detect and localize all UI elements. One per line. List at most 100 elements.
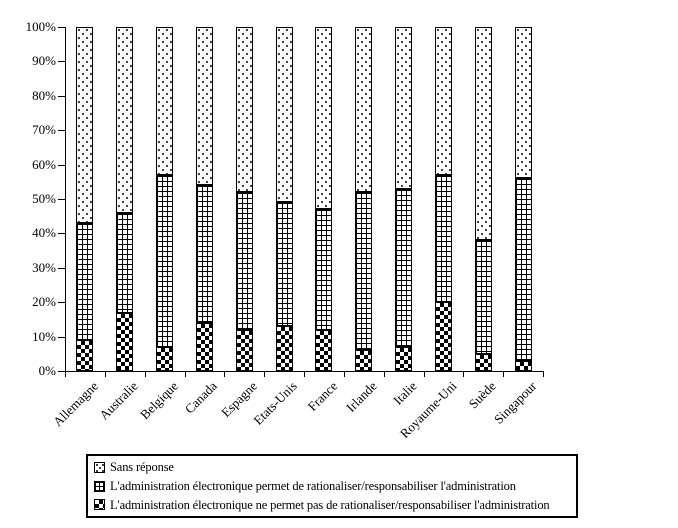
bar-segment-checker [395,346,413,371]
legend-item: L'administration électronique permet de … [88,477,576,496]
bar-segment-dots [395,27,413,189]
bar-segment-dots [514,27,532,179]
bar-segment-dots [195,27,213,186]
bar-irlande [355,27,373,371]
y-axis-tick-label: 0% [38,363,56,378]
legend-swatch-checker-icon [94,499,105,511]
y-axis-tick [58,165,65,166]
bar-segment-checker [195,322,213,371]
legend-item: L'administration électronique ne permet … [88,495,576,514]
x-axis-tick [105,372,106,377]
bar-segment-dots [474,27,492,241]
x-axis-category-label: France [304,378,340,414]
bar-segment-checker [235,329,253,371]
x-axis-tick [224,372,225,377]
legend-item-label: L'administration électronique permet de … [110,479,516,493]
x-axis-tick [304,372,305,377]
legend-swatch-dots-icon [94,461,105,473]
y-axis-tick [58,27,65,28]
bar-segment-grid [76,223,94,341]
x-axis-tick [543,372,544,377]
bar-segment-dots [315,27,333,210]
x-axis-category-label: Singapour [490,378,539,427]
bar-segment-grid [315,209,333,330]
bar-royaume-uni [434,27,452,371]
x-axis-tick [344,372,345,377]
y-axis-tick [58,61,65,62]
bar-segment-checker [156,346,174,371]
bar-segment-dots [275,27,293,203]
y-axis-tick-label: 60% [32,157,56,172]
bar-segment-grid [395,188,413,347]
y-axis-tick [58,302,65,303]
bar-canada [195,27,213,371]
bar-segment-grid [195,185,213,323]
bar-espagne [235,27,253,371]
bar-segment-dots [116,27,134,213]
x-axis-tick [424,372,425,377]
x-axis-category-label: Allemagne [49,378,101,430]
bar-singapour [514,27,532,371]
bar-segment-grid [474,240,492,354]
bar-segment-checker [275,326,293,371]
x-axis-category-label: Italie [389,378,420,408]
legend-item: Sans réponse [88,458,576,477]
y-axis-tick-label: 90% [32,53,56,68]
y-axis-tick [58,233,65,234]
bar-etats-unis [275,27,293,371]
x-axis-tick [503,372,504,377]
x-axis-category-label: Canada [182,378,221,417]
bar-allemagne [76,27,94,371]
y-axis-tick-label: 70% [32,122,56,137]
x-axis-category-label: Suède [466,378,500,412]
x-axis-category-label: Belgique [136,378,181,423]
bar-segment-grid [355,192,373,351]
y-axis-tick [58,371,65,372]
y-axis-tick-label: 10% [32,329,56,344]
x-axis-tick [145,372,146,377]
legend-item-label: L'administration électronique ne permet … [110,497,550,512]
bar-segment-checker [514,360,532,371]
bar-segment-grid [275,202,293,327]
bar-segment-grid [156,174,174,347]
bar-segment-checker [116,312,134,371]
legend-swatch-grid-icon [94,480,105,492]
y-axis-tick [58,199,65,200]
bar-segment-checker [76,340,94,371]
bar-segment-grid [434,174,452,303]
bar-segment-checker [315,329,333,371]
bar-segment-checker [434,302,452,371]
x-axis-tick [264,372,265,377]
y-axis-tick [58,337,65,338]
x-axis-category-label: Etats-Unis [250,378,300,428]
bar-segment-dots [355,27,373,193]
legend: Sans réponse L'administration électroniqu… [86,454,578,518]
bar-segment-dots [76,27,94,224]
bar-segment-dots [156,27,174,175]
bar-segment-grid [514,178,532,361]
x-axis-line [65,371,544,372]
x-axis-category-label: Irlande [343,378,380,415]
bar-segment-grid [116,212,134,313]
bar-segment-checker [474,353,492,371]
y-axis-tick-label: 80% [32,88,56,103]
y-axis-tick-label: 30% [32,260,56,275]
x-axis-tick [384,372,385,377]
bar-france [315,27,333,371]
bar-segment-grid [235,192,253,330]
y-axis-tick-label: 100% [25,19,56,34]
x-axis-tick [463,372,464,377]
y-axis-tick [58,268,65,269]
bar-italie [395,27,413,371]
y-axis-tick-label: 40% [32,225,56,240]
bar-su-de [474,27,492,371]
bar-australie [116,27,134,371]
y-axis-tick [58,96,65,97]
bar-segment-dots [235,27,253,193]
legend-item-label: Sans réponse [110,460,174,475]
y-axis-line [65,27,66,372]
x-axis-tick [185,372,186,377]
y-axis-tick-label: 50% [32,191,56,206]
x-axis-tick [65,372,66,377]
